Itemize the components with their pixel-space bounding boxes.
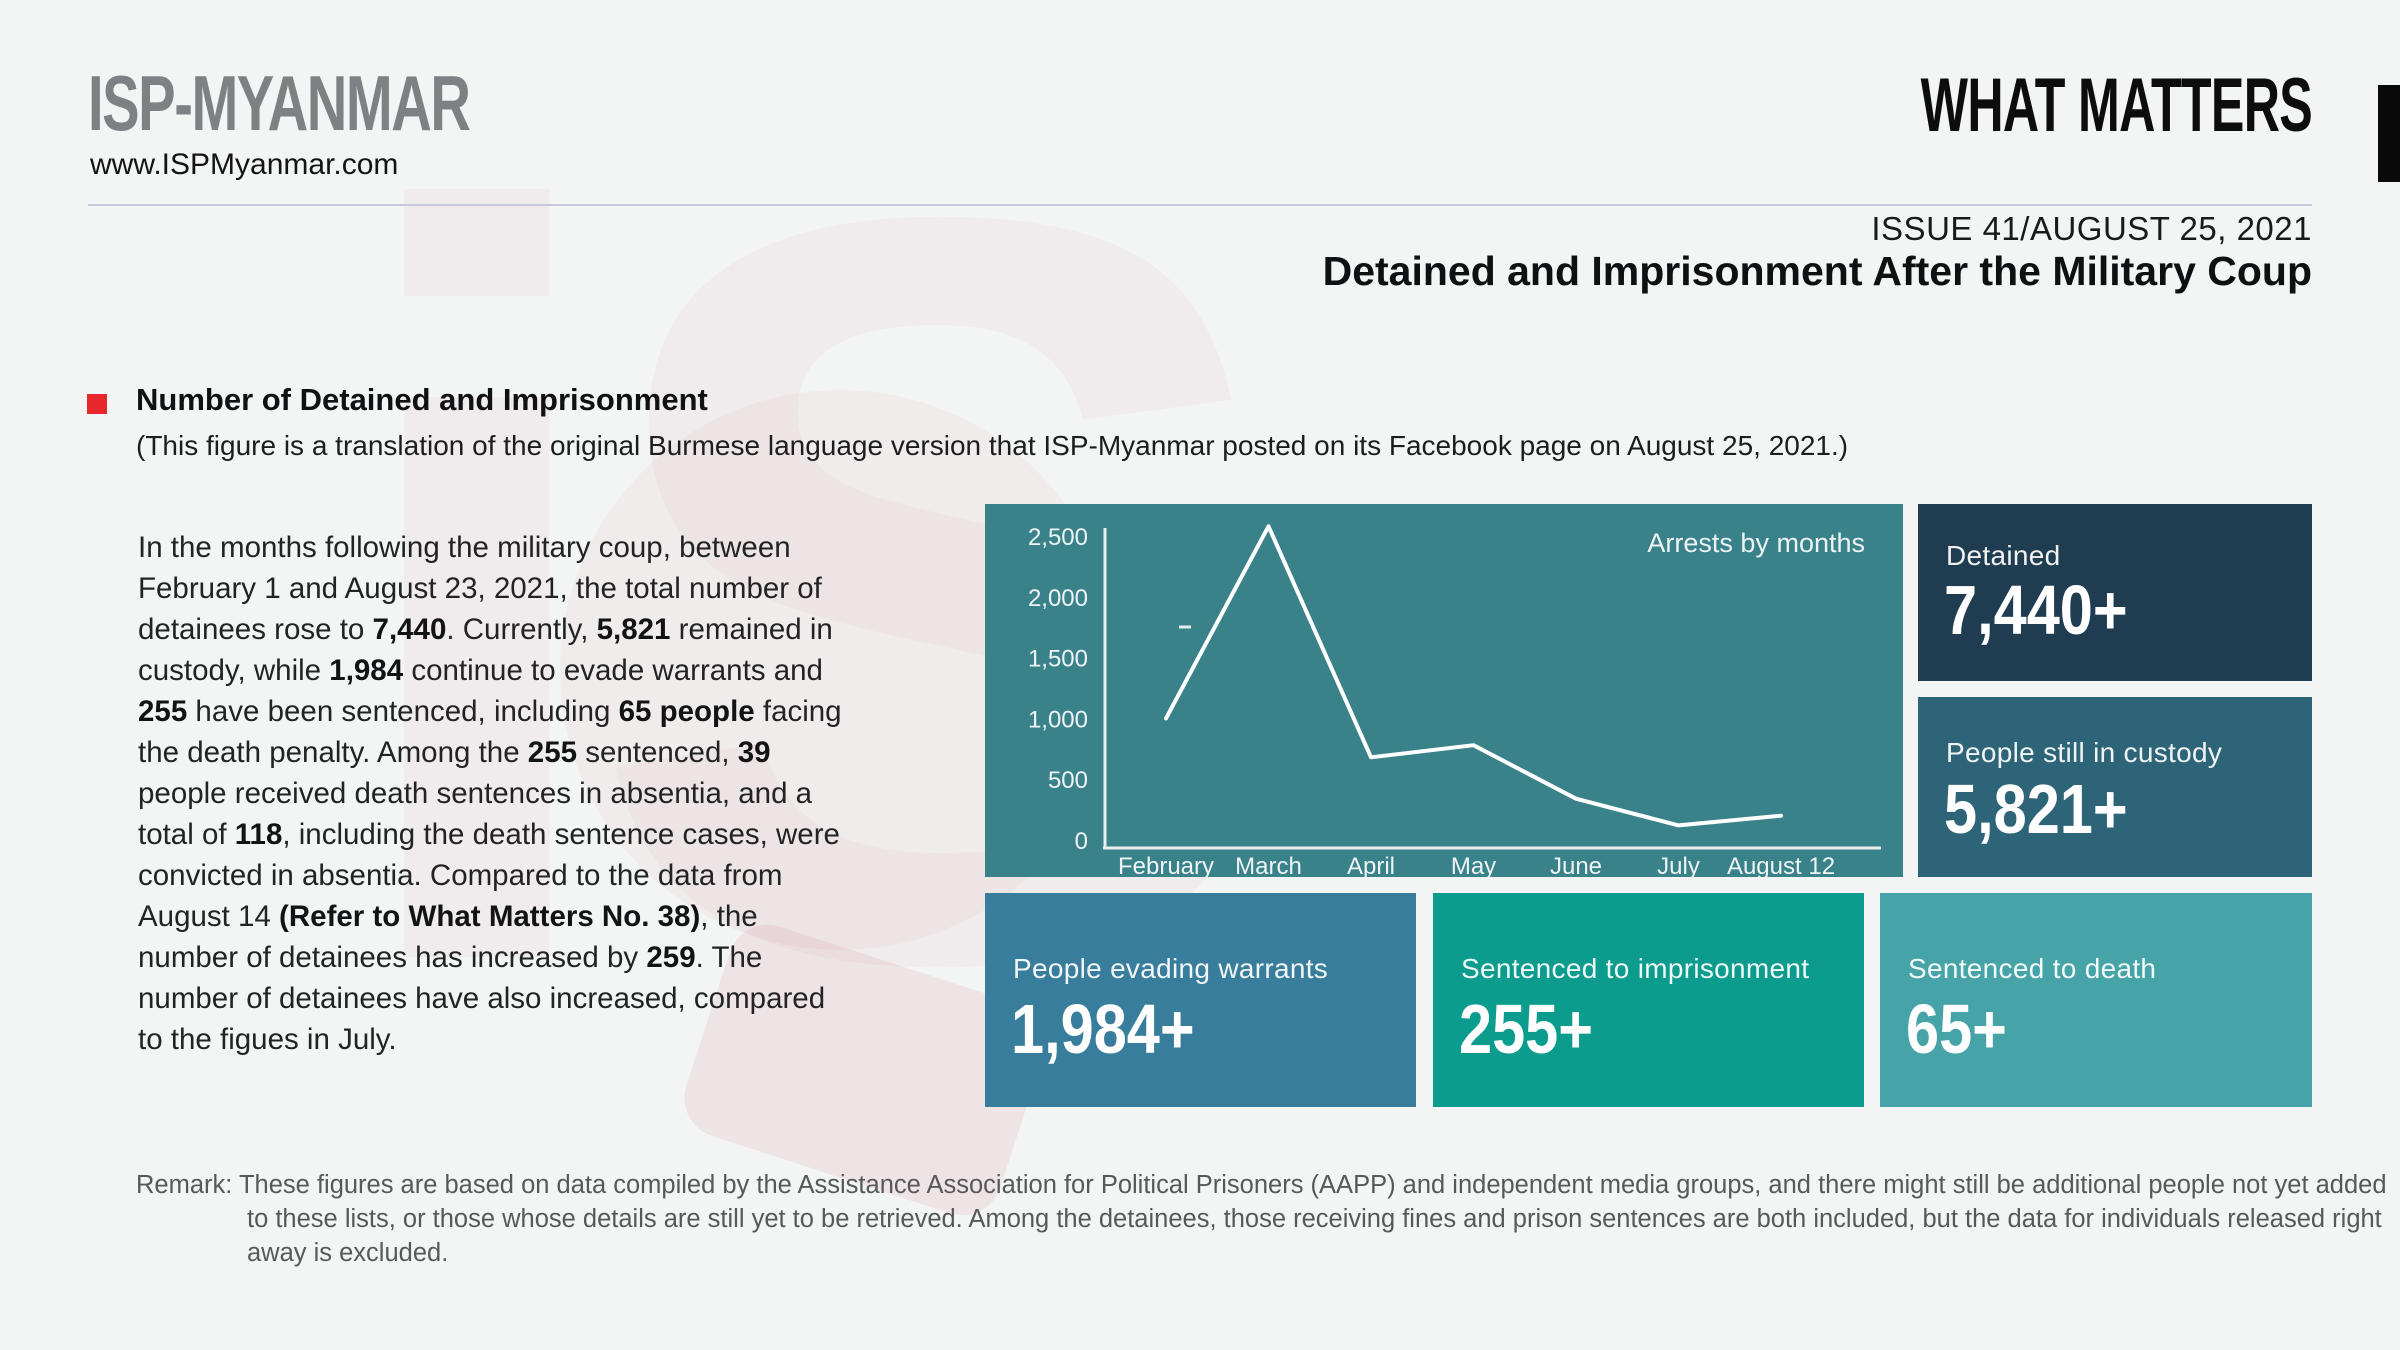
remark-text: These figures are based on data compiled… [232, 1171, 2387, 1267]
isp-myanmar-logo: ISP-MYANMAR [88, 59, 471, 147]
x-tick-label: March [1235, 853, 1302, 877]
section-heading: Number of Detained and Imprisonment [136, 382, 708, 417]
stat-card-value: 5,821+ [1944, 770, 2128, 848]
x-tick-label: February [1118, 853, 1214, 877]
line-chart-canvas: 0 500 1,000 1,500 2,000 2,500 February March Apr… [1028, 524, 1881, 877]
body-paragraph: In the months following the military cou… [138, 531, 842, 1056]
stat-card-detained: Detained 7,440+ [1918, 504, 2312, 681]
red-square-bullet [87, 394, 107, 414]
stat-card-value: 1,984+ [1011, 990, 1195, 1068]
header-divider [88, 204, 2312, 206]
stat-card-label: People evading warrants [1013, 953, 1329, 984]
y-tick-label: 2,500 [1028, 524, 1088, 551]
logo-website-url: www.ISPMyanmar.com [90, 148, 399, 181]
stat-card-sentenced-death: Sentenced to death 65+ [1880, 893, 2312, 1107]
stat-card-label: Detained [1946, 540, 2061, 571]
stat-card-evading-warrants: People evading warrants 1,984+ [985, 893, 1416, 1107]
arrests-line-series [1164, 524, 1783, 828]
x-tick-label: April [1347, 853, 1395, 877]
x-tick-label: May [1451, 853, 1496, 877]
stat-card-value: 255+ [1459, 990, 1594, 1068]
y-tick-label: 0 [1075, 828, 1088, 855]
y-tick-label: 1,500 [1028, 646, 1088, 673]
remark-note: Remark: These figures are based on data … [136, 1168, 2400, 1270]
issue-date-line: ISSUE 41/AUGUST 25, 2021 [1871, 210, 2312, 247]
stat-card-label: Sentenced to death [1908, 953, 2157, 984]
stat-card-value: 7,440+ [1944, 571, 2128, 649]
document-title: Detained and Imprisonment After the Mili… [1322, 248, 2312, 294]
x-tick-label: June [1550, 853, 1602, 877]
x-tick-label: July [1657, 853, 1700, 877]
arrests-by-months-chart: 0 500 1,000 1,500 2,000 2,500 February March Apr… [985, 504, 1903, 877]
what-matters-brand: WHAT MATTERS [1920, 63, 2313, 148]
chart-title: Arrests by months [1647, 528, 1865, 558]
x-tick-label: August 12 [1727, 853, 1835, 877]
section-subheading: (This figure is a translation of the ori… [136, 430, 1849, 461]
y-tick-label: 2,000 [1028, 585, 1088, 612]
y-tick-label: 1,000 [1028, 706, 1088, 733]
stat-card-label: People still in custody [1946, 737, 2223, 768]
stat-card-label: Sentenced to imprisonment [1461, 953, 1810, 984]
y-tick-label: 500 [1048, 767, 1088, 794]
remark-label: Remark: [136, 1171, 233, 1199]
header-black-bar [2378, 85, 2400, 182]
stat-card-sentenced-imprisonment: Sentenced to imprisonment 255+ [1433, 893, 1864, 1107]
stat-card-value: 65+ [1906, 990, 2007, 1068]
stat-card-custody: People still in custody 5,821+ [1918, 697, 2312, 877]
